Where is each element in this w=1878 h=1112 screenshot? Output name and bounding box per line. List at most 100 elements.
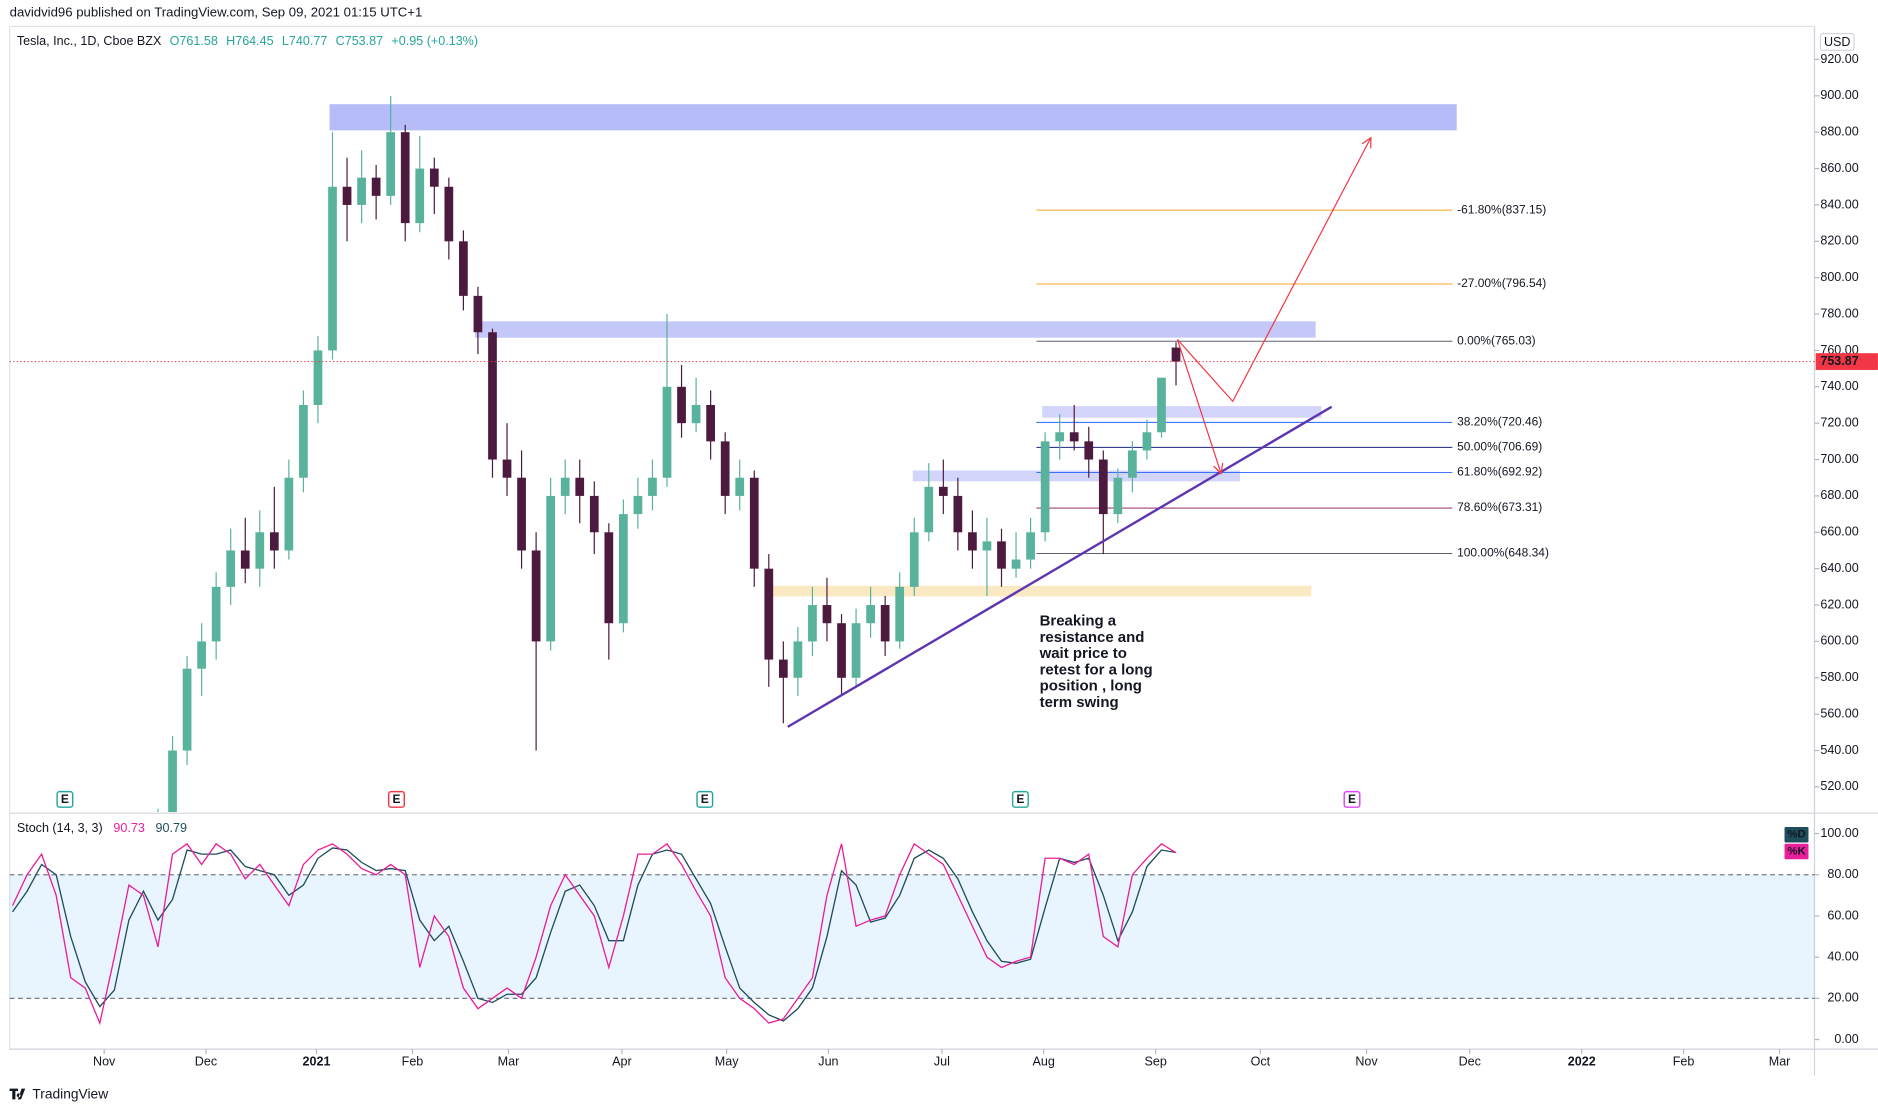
candle-body — [386, 132, 396, 196]
candle-body — [619, 514, 628, 624]
fib-label: 38.20%(720.46) — [1457, 414, 1542, 428]
candle-body — [706, 404, 715, 442]
stoch-band — [9, 874, 1815, 999]
candle-body — [749, 477, 759, 569]
candle-body — [735, 477, 745, 496]
price-pane: -61.80%(837.15) -27.00%(796.54) 0.00%(765.… — [157, 95, 1549, 812]
candle-body — [1157, 377, 1166, 433]
stoch-title: Stoch (14, 3, 3) — [17, 821, 103, 835]
candle-body — [546, 495, 556, 642]
y-tick-label: 840.00 — [1820, 197, 1858, 211]
y-tick-label: 60.00 — [1827, 908, 1858, 922]
candle-body — [197, 641, 206, 669]
candle-body — [1113, 477, 1123, 515]
x-tick-label: Jul — [934, 1055, 950, 1069]
candle-body — [938, 486, 948, 496]
candle-body — [968, 532, 977, 551]
symbol-title: Tesla, Inc., 1D, Cboe BZX — [17, 34, 162, 48]
candle-body — [953, 495, 963, 533]
x-tick-label: Oct — [1251, 1055, 1271, 1069]
y-tick-label: 40.00 — [1827, 949, 1858, 963]
candle-body — [633, 495, 643, 515]
candle-body — [1069, 432, 1079, 442]
annotation-line: retest for a long — [1040, 661, 1153, 678]
y-tick-label: 80.00 — [1827, 867, 1858, 881]
legend-open: O761.58 — [170, 34, 218, 48]
y-tick-label: 600.00 — [1820, 634, 1858, 648]
stoch-line — [11, 842, 1177, 1026]
candle-body — [866, 605, 875, 624]
legend-change: +0.95 (+0.13%) — [391, 34, 478, 48]
candle-body — [284, 477, 294, 551]
candle-body — [691, 404, 701, 424]
fib-label: 100.00%(648.34) — [1457, 546, 1549, 560]
y-tick-label: 0.00 — [1834, 1032, 1858, 1046]
candle-body — [662, 386, 672, 478]
candle-body — [517, 477, 526, 551]
earnings-marker — [1011, 790, 1029, 808]
footer: TradingView — [9, 1086, 108, 1101]
y-tick-label: 680.00 — [1820, 488, 1858, 502]
candle-body — [1084, 441, 1094, 460]
candle-body — [255, 532, 265, 569]
x-tick-label: Aug — [1032, 1055, 1054, 1069]
y-tick-label: 860.00 — [1820, 161, 1858, 175]
x-tick-label: Feb — [1673, 1055, 1695, 1069]
currency-box — [1819, 32, 1855, 51]
candle-body — [648, 477, 657, 496]
earnings-label: E — [1016, 792, 1024, 806]
candle-body — [604, 532, 614, 624]
candle-body — [502, 459, 512, 478]
x-tick-label: Jun — [818, 1055, 838, 1069]
zone — [1042, 406, 1322, 418]
footer-text: TradingView — [32, 1086, 108, 1101]
zone — [912, 470, 1241, 482]
candle-body — [851, 623, 861, 678]
earnings-marker — [696, 790, 714, 808]
y-tick-label: 700.00 — [1820, 452, 1858, 466]
y-tick-label: 820.00 — [1820, 234, 1858, 248]
candle-body — [211, 586, 221, 642]
arrow — [1177, 138, 1370, 403]
candle-body — [909, 532, 919, 587]
candle-body — [1098, 459, 1108, 515]
last-price-label: 753.87 — [1820, 354, 1858, 368]
candle-body — [895, 586, 905, 642]
candle-body — [822, 605, 832, 624]
legend-high: H764.45 — [226, 34, 274, 48]
y-tick-label: 100.00 — [1820, 826, 1858, 840]
earnings-marker — [387, 790, 405, 808]
fib-label: 50.00%(706.69) — [1457, 440, 1542, 454]
x-tick-label: May — [715, 1055, 739, 1069]
candle-body — [313, 350, 323, 405]
y-tick-label: 720.00 — [1820, 415, 1858, 429]
x-tick-label: Apr — [612, 1055, 632, 1069]
legend-label: %K — [1787, 846, 1806, 858]
y-tick-label: 640.00 — [1820, 561, 1858, 575]
trendline — [787, 405, 1333, 728]
x-tick-label: 2022 — [1568, 1055, 1596, 1069]
stoch-d-value: 90.79 — [156, 821, 187, 835]
fib-label: -27.00%(796.54) — [1457, 276, 1546, 290]
y-tick-label: 660.00 — [1820, 525, 1858, 539]
earnings-marker — [1343, 790, 1361, 808]
x-tick-label: Mar — [498, 1055, 520, 1069]
zone — [764, 585, 1312, 597]
y-tick-label: 580.00 — [1820, 670, 1858, 684]
x-tick-label: Sep — [1144, 1055, 1166, 1069]
last-price-tag — [1815, 353, 1878, 370]
earnings-label: E — [701, 792, 709, 806]
candle-body — [880, 605, 890, 642]
candle-body — [1128, 450, 1137, 478]
candle-body — [531, 550, 541, 642]
y-tick-label: 620.00 — [1820, 597, 1858, 611]
x-tick-label: Mar — [1769, 1055, 1791, 1069]
footer-logo — [9, 1088, 26, 1100]
stoch-line — [12, 847, 1177, 1022]
candle-body — [1026, 532, 1035, 560]
x-tick-label: 2021 — [303, 1055, 331, 1069]
candle-body — [473, 295, 483, 333]
fib-label: 61.80%(692.92) — [1457, 465, 1542, 479]
